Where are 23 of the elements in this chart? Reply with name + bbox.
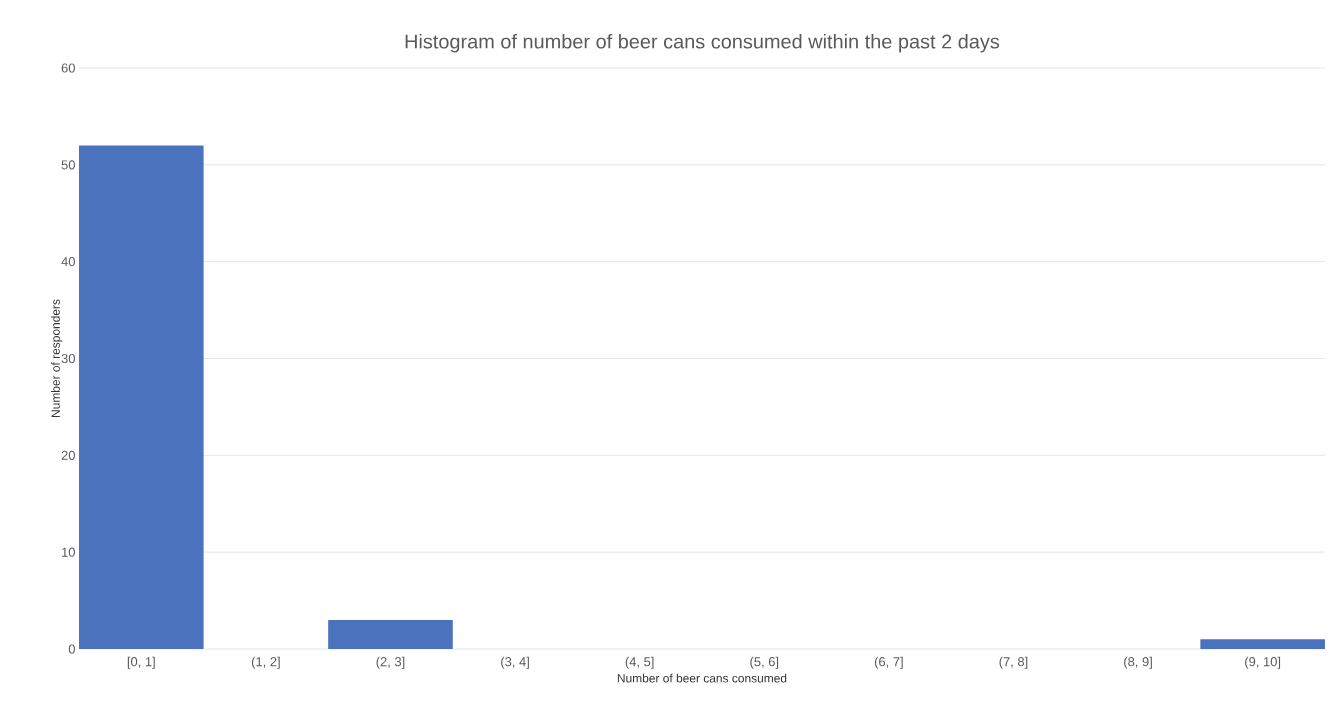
y-axis-title: Number of responders: [51, 299, 63, 417]
x-tick-label: (2, 3]: [376, 656, 405, 669]
x-tick-label: (7, 8]: [999, 656, 1028, 669]
y-tick-label: 0: [68, 644, 75, 654]
bar: [1200, 639, 1325, 649]
x-tick-label: [0, 1]: [127, 656, 155, 669]
y-tick-label: 30: [61, 353, 75, 364]
bar: [328, 619, 453, 649]
x-tick-label: (1, 2]: [251, 656, 280, 669]
y-tick-label: 50: [61, 160, 75, 170]
x-tick-label: (9, 10]: [1245, 656, 1281, 669]
x-axis-title: Number of beer cans consumed: [617, 673, 787, 683]
x-tick-label: (4, 5]: [625, 656, 654, 669]
x-tick-label: (8, 9]: [1124, 656, 1152, 669]
bar: [79, 145, 204, 649]
chart-title: Histogram of number of beer cans consumed within the past 2 days: [405, 33, 1000, 53]
y-tick-label: 60: [61, 63, 75, 73]
x-tick-label: (6, 7]: [874, 656, 903, 669]
y-tick-label: 20: [61, 450, 75, 460]
x-tick-label: (5, 6]: [750, 656, 779, 669]
x-tick-label: (3, 4]: [501, 656, 529, 669]
y-tick-label: 10: [62, 547, 75, 557]
y-tick-label: 40: [61, 257, 75, 267]
